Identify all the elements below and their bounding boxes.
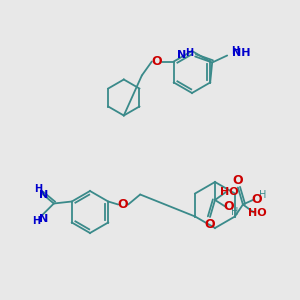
Text: NH: NH <box>232 49 250 58</box>
Text: N: N <box>39 190 48 200</box>
Text: O: O <box>152 55 162 68</box>
Text: HO: HO <box>248 208 266 218</box>
Text: N: N <box>177 50 186 59</box>
Text: H: H <box>32 215 40 226</box>
Text: H: H <box>185 47 193 58</box>
Text: H: H <box>259 190 267 200</box>
Text: O: O <box>252 193 262 206</box>
Text: H: H <box>231 46 239 56</box>
Text: H: H <box>231 207 239 217</box>
Text: H: H <box>34 184 42 194</box>
Text: O: O <box>224 200 234 214</box>
Text: O: O <box>232 174 243 187</box>
Text: N: N <box>39 214 48 224</box>
Text: HO: HO <box>220 187 238 197</box>
Text: O: O <box>118 198 128 211</box>
Text: O: O <box>205 218 215 230</box>
